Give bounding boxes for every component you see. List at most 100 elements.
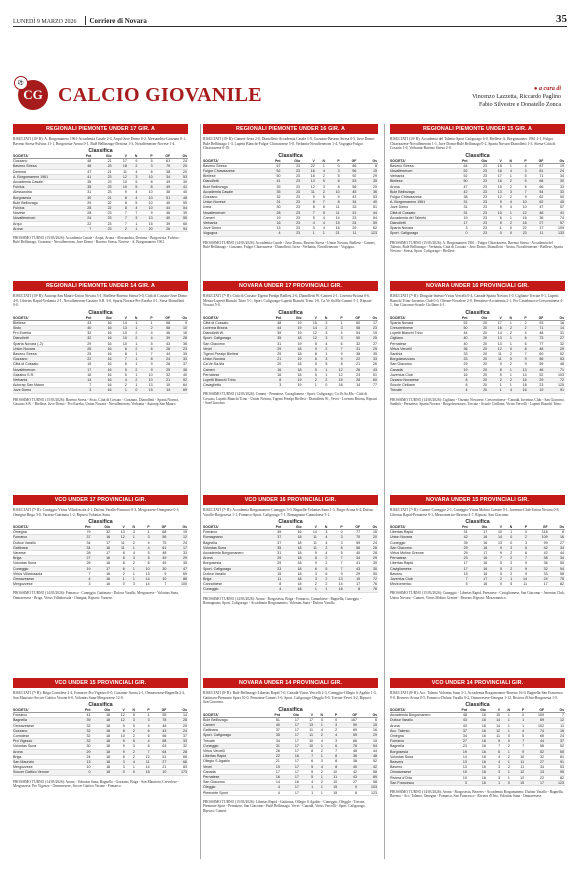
team-name: Gassino S.R. xyxy=(13,372,73,378)
stat-cell: 14 xyxy=(153,387,172,394)
stat-cell: 9 xyxy=(302,550,318,557)
stat-cell: 6 xyxy=(325,178,341,185)
stat-cell: 16 xyxy=(512,220,528,227)
stat-cell: 8 xyxy=(302,351,318,358)
stat-cell: 15 xyxy=(323,784,339,791)
stat-cell: 17 xyxy=(280,717,300,723)
stat-cell: 133 xyxy=(544,230,565,237)
stat-cell: 23 xyxy=(468,189,489,195)
stat-cell: 14 xyxy=(302,529,318,536)
stat-cell: 2 xyxy=(127,346,139,352)
stat-cell: 20 xyxy=(361,534,378,541)
stat-cell: 52 xyxy=(544,351,565,358)
stat-cell: 18 xyxy=(282,534,303,541)
stat-cell: 33 xyxy=(171,356,188,363)
table-row: Mergozzese 10 18 3 1 14 21 83 xyxy=(13,764,188,771)
team-name: Sport. Cafigorago xyxy=(203,566,263,572)
stat-cell: 1 xyxy=(125,764,136,771)
table-row: Virtus Molino Greone 29 17 9 2 6 42 44 xyxy=(390,550,565,557)
classifica-label: Classifica xyxy=(88,519,113,525)
stat-cell: 1 xyxy=(135,712,151,719)
stat-cell: 17 xyxy=(280,732,300,739)
stat-cell: 4 xyxy=(317,550,329,557)
stat-cell: 50 xyxy=(343,335,362,342)
column-header: GF xyxy=(153,154,172,160)
table-row: Accademia del Talento 19 23 6 1 16 36 74 xyxy=(390,215,565,221)
team-name: Romagnano xyxy=(203,534,263,541)
stat-cell: 19 xyxy=(282,341,303,347)
stat-cell: 23 xyxy=(340,215,358,221)
stat-cell: 79 xyxy=(72,529,92,536)
table-row: Omegna 34 16 11 0 5 69 24 xyxy=(390,733,565,740)
classifica-label: Classifica xyxy=(465,702,490,708)
stat-cell: 9 xyxy=(328,351,344,358)
stat-cell: 5 xyxy=(315,194,326,201)
stat-cell: 17 xyxy=(525,780,546,787)
stat-cell: 27 xyxy=(449,738,468,745)
stat-cell: 31 xyxy=(262,743,281,749)
column-header: N xyxy=(317,315,329,321)
stat-cell: 50 xyxy=(361,571,378,578)
stat-cell: 3 xyxy=(317,335,329,342)
column-header: Gs xyxy=(361,315,378,321)
stat-cell: 123 xyxy=(358,790,378,796)
stat-cell: 12 xyxy=(512,210,528,216)
column-header: P xyxy=(513,525,528,531)
stat-cell: 17 xyxy=(449,560,469,567)
table-row: Fulgor Chiavazzese 52 23 16 4 3 56 15 xyxy=(203,168,378,175)
stat-cell: 19 xyxy=(262,215,282,221)
team-name: Gozzano xyxy=(13,158,73,165)
stat-cell: 1 xyxy=(299,784,315,791)
team-name: Lupetti Bianchi Trino xyxy=(203,377,263,384)
stat-cell: 10 xyxy=(138,195,154,201)
stat-cell: 28 xyxy=(167,717,188,724)
stat-cell: 19 xyxy=(282,382,303,389)
stat-cell: 56 xyxy=(150,534,168,541)
stat-cell: 10 xyxy=(150,769,168,776)
stat-cell: 11 xyxy=(513,581,528,588)
standings-table: SOCIETA' Pnt Gio V N P GF Gs Sparta Novara 52 20 17… xyxy=(390,315,565,394)
stat-cell: 20 xyxy=(468,361,489,368)
table-row: A. Borgomanero 1961 41 23 12 3 10 34 53 xyxy=(13,174,188,181)
section-title: CALCIO GIOVANILE xyxy=(58,84,262,106)
stat-cell: 8 xyxy=(138,184,154,191)
column-header: Gio xyxy=(468,525,489,531)
stat-cell: 3 xyxy=(317,320,329,326)
stat-cell: 26 xyxy=(72,560,92,567)
stat-cell: 11 xyxy=(325,210,341,216)
stat-cell: 15 xyxy=(357,168,378,175)
team-name: Omegna xyxy=(390,733,450,740)
table-row: Juventus Club 7 17 2 1 14 24 75 xyxy=(390,576,565,583)
stat-cell: 52 xyxy=(449,168,469,175)
stat-cell: 23 xyxy=(281,225,302,232)
stat-cell: 1 xyxy=(317,372,329,378)
stat-cell: 16 xyxy=(467,723,487,729)
stat-cell: 16 xyxy=(92,335,113,342)
stat-cell: 3 xyxy=(486,769,502,776)
stat-cell: 14 xyxy=(325,215,341,221)
team-name: Dertona xyxy=(13,169,73,175)
stat-cell: 9 xyxy=(338,784,359,791)
stat-cell: 173 xyxy=(167,769,188,776)
table-row: Sport. Cafigorago 35 18 12 3 3 50 25 xyxy=(203,335,378,342)
stat-cell: 6 xyxy=(111,566,126,572)
column-header: V xyxy=(301,158,316,164)
stat-cell: 2 xyxy=(502,361,513,368)
column-header: Pnt xyxy=(262,158,282,164)
next-round-text: PROSSIMO TURNO (14/03/2026): Arona - Bor… xyxy=(390,790,564,799)
table-row: Briga 11 18 3 2 13 19 72 xyxy=(203,576,378,583)
table-row: Arona 47 23 15 2 6 66 33 xyxy=(390,184,565,190)
stat-cell: 8 xyxy=(323,758,339,765)
stat-cell: 59 xyxy=(343,540,362,546)
stat-cell: 52 xyxy=(525,749,546,755)
stat-cell: 16 xyxy=(91,555,112,562)
stat-cell: 40 xyxy=(171,189,188,196)
table-row: Volontas Suna 30 18 9 3 6 63 32 xyxy=(13,743,188,750)
stat-cell: 4 xyxy=(125,759,136,766)
stat-cell: 9 xyxy=(111,723,126,729)
stat-cell: 34 xyxy=(548,555,565,562)
page-header: LUNEDÌ 9 MARZO 2026 Corriere di Novara 3… xyxy=(13,13,567,25)
stat-cell: 58 xyxy=(548,571,565,578)
table-row: Gassino S.R. 16 16 5 1 10 32 40 xyxy=(13,372,188,378)
stat-cell: 16 xyxy=(467,733,487,740)
